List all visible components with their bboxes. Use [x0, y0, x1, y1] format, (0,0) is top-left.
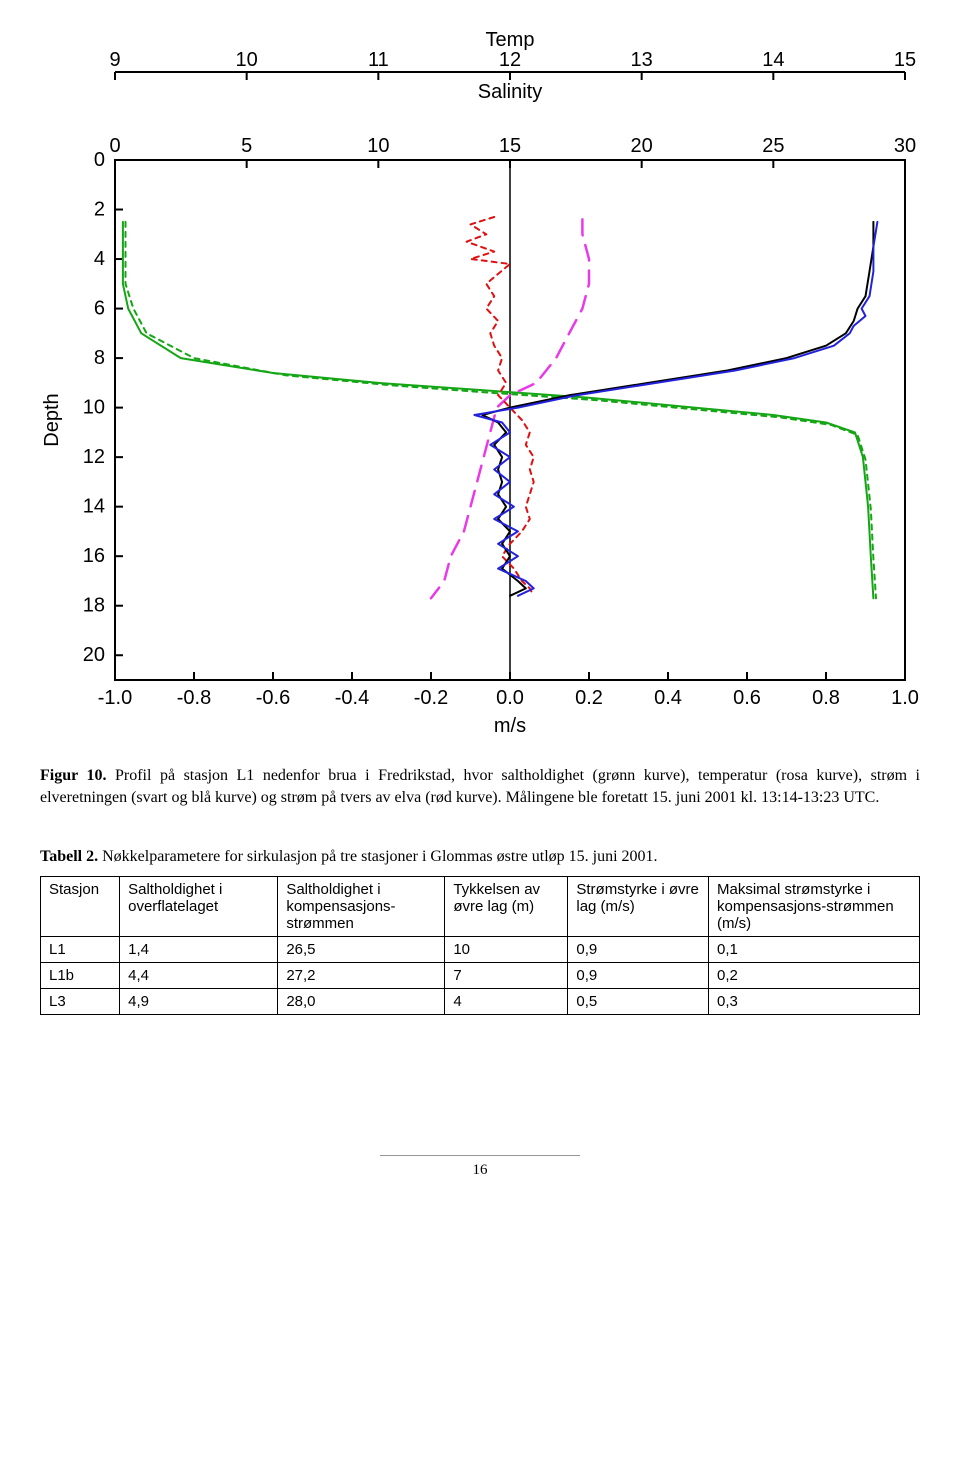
table-cell: 0,2 [709, 963, 920, 989]
svg-text:15: 15 [894, 49, 916, 71]
svg-text:4: 4 [94, 248, 105, 270]
svg-text:2: 2 [94, 199, 105, 221]
svg-text:-0.6: -0.6 [256, 687, 290, 709]
table-cell: 0,9 [568, 937, 709, 963]
svg-text:0.0: 0.0 [496, 687, 524, 709]
table-cell: 7 [445, 963, 568, 989]
table-column-header: Saltholdighet i kompensasjons-strømmen [278, 877, 445, 937]
svg-text:0: 0 [109, 135, 120, 157]
svg-text:9: 9 [109, 49, 120, 71]
svg-text:20: 20 [631, 135, 653, 157]
svg-text:10: 10 [236, 49, 258, 71]
svg-text:11: 11 [368, 49, 389, 71]
svg-text:0.2: 0.2 [575, 687, 603, 709]
svg-text:12: 12 [83, 446, 105, 468]
table-cell: 4 [445, 989, 568, 1015]
svg-text:16: 16 [83, 545, 105, 567]
svg-text:5: 5 [241, 135, 252, 157]
table-cell: 26,5 [278, 937, 445, 963]
svg-text:8: 8 [94, 347, 105, 369]
svg-text:14: 14 [83, 496, 105, 518]
table-row: L11,426,5100,90,1 [41, 937, 920, 963]
svg-text:10: 10 [367, 135, 389, 157]
svg-text:15: 15 [499, 135, 521, 157]
table-cell: L1 [41, 937, 120, 963]
svg-text:-0.2: -0.2 [414, 687, 448, 709]
table-row: L34,928,040,50,3 [41, 989, 920, 1015]
svg-text:0.8: 0.8 [812, 687, 840, 709]
svg-text:14: 14 [762, 49, 784, 71]
table-column-header: Stasjon [41, 877, 120, 937]
table-cell: 27,2 [278, 963, 445, 989]
parameters-table: StasjonSaltholdighet i overflatelagetSal… [40, 876, 920, 1015]
table-column-header: Strømstyrke i øvre lag (m/s) [568, 877, 709, 937]
svg-text:-0.8: -0.8 [177, 687, 211, 709]
table-label: Tabell 2. [40, 848, 98, 865]
figure-caption-text: Profil på stasjon L1 nedenfor brua i Fre… [40, 767, 920, 806]
table-cell: L3 [41, 989, 120, 1015]
svg-text:0: 0 [94, 149, 105, 171]
svg-text:18: 18 [83, 595, 105, 617]
svg-text:10: 10 [83, 397, 105, 419]
table-column-header: Tykkelsen av øvre lag (m) [445, 877, 568, 937]
table-cell: 0,1 [709, 937, 920, 963]
svg-text:Temp: Temp [486, 30, 535, 51]
svg-text:1.0: 1.0 [891, 687, 919, 709]
table-cell: 10 [445, 937, 568, 963]
svg-text:6: 6 [94, 298, 105, 320]
table-cell: L1b [41, 963, 120, 989]
table-column-header: Maksimal strømstyrke i kompensasjons-str… [709, 877, 920, 937]
svg-text:12: 12 [499, 49, 521, 71]
table-cell: 1,4 [120, 937, 278, 963]
table-caption-text: Nøkkelparametere for sirkulasjon på tre … [102, 848, 657, 865]
svg-text:30: 30 [894, 135, 916, 157]
table-cell: 0,9 [568, 963, 709, 989]
svg-text:25: 25 [762, 135, 784, 157]
table-header-row: StasjonSaltholdighet i overflatelagetSal… [41, 877, 920, 937]
svg-text:m/s: m/s [494, 715, 526, 737]
svg-text:-1.0: -1.0 [98, 687, 132, 709]
figure-caption: Figur 10. Profil på stasjon L1 nedenfor … [40, 765, 920, 808]
svg-text:20: 20 [83, 644, 105, 666]
table-cell: 0,5 [568, 989, 709, 1015]
table-cell: 28,0 [278, 989, 445, 1015]
svg-text:Salinity: Salinity [478, 81, 542, 103]
page-number: 16 [380, 1155, 580, 1179]
svg-text:13: 13 [631, 49, 653, 71]
table-cell: 4,9 [120, 989, 278, 1015]
svg-text:0.6: 0.6 [733, 687, 761, 709]
table-cell: 4,4 [120, 963, 278, 989]
table-column-header: Saltholdighet i overflatelaget [120, 877, 278, 937]
table-row: L1b4,427,270,90,2 [41, 963, 920, 989]
table-cell: 0,3 [709, 989, 920, 1015]
svg-text:Depth: Depth [41, 393, 63, 446]
figure-label: Figur 10. [40, 767, 106, 784]
svg-text:0.4: 0.4 [654, 687, 682, 709]
profile-chart: Temp 9 10 11 12 13 14 15 Salinity 0 5 10 15 20 25 30 0 2 4… [40, 30, 920, 755]
table-caption: Tabell 2. Nøkkelparametere for sirkulasj… [40, 848, 920, 866]
svg-text:-0.4: -0.4 [335, 687, 369, 709]
